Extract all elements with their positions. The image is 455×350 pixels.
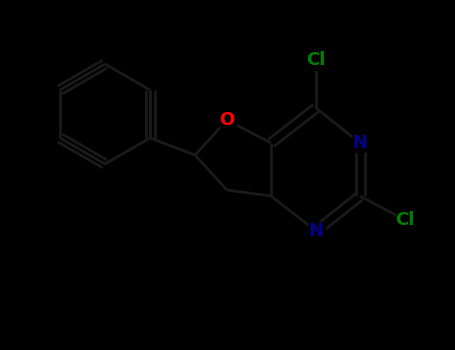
Text: Cl: Cl — [306, 51, 326, 69]
Text: N: N — [308, 222, 324, 240]
Text: O: O — [219, 111, 235, 129]
Text: N: N — [353, 134, 368, 152]
Text: Cl: Cl — [395, 211, 415, 229]
